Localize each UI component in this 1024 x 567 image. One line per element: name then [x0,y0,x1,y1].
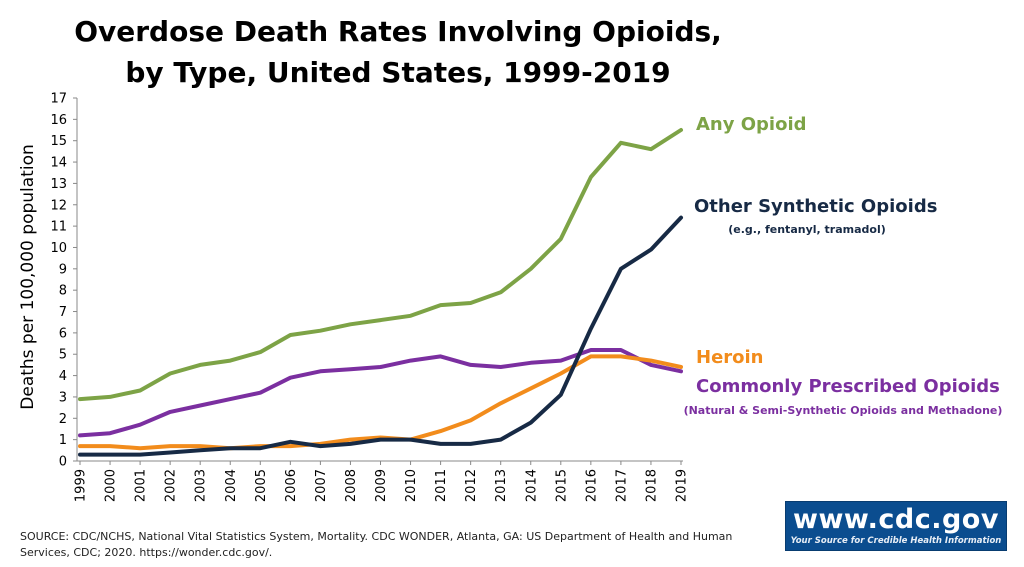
y-tick-label: 1 [59,433,67,448]
x-tick-label: 2003 [194,469,209,502]
x-tick-label: 2012 [464,469,479,502]
x-tick-label: 2011 [434,469,449,502]
y-tick-label: 13 [50,177,67,192]
series-label-commonly-prescribed-opioids: Commonly Prescribed Opioids [696,376,1000,397]
source-note: SOURCE: CDC/NCHS, National Vital Statist… [20,530,733,559]
y-tick-label: 0 [59,455,67,470]
cdc-logo-url: www.cdc.gov [793,504,999,535]
series-sublabel-commonly-prescribed-opioids: (Natural & Semi-Synthetic Opioids and Me… [684,404,1003,417]
cdc-logo[interactable]: www.cdc.gov Your Source for Credible Hea… [785,501,1007,551]
y-tick-label: 6 [59,326,67,341]
series-line-heroin [78,354,683,451]
x-tick-label: 2015 [554,469,569,502]
y-tick-label: 3 [59,390,67,405]
y-tick-label: 4 [59,369,67,384]
x-tick-label: 2004 [224,469,239,502]
series-line-commonly-prescribed-opioids [78,348,683,438]
x-tick-label: 2007 [314,469,329,502]
x-tick-label: 2014 [524,469,539,502]
y-tick-label: 8 [59,284,67,299]
y-tick-label: 11 [50,220,67,235]
x-tick-label: 2009 [374,469,389,502]
series-label-heroin: Heroin [696,347,764,368]
x-tick-label: 2019 [675,469,690,502]
chart-title-line-1: Overdose Death Rates Involving Opioids, [74,15,722,48]
x-tick-label: 2006 [284,469,299,502]
x-axis-ticks: 1999 2000 2001 2002 2003 2004 2005 2006 2007 2008… [74,461,690,502]
x-tick-label: 2010 [404,469,419,502]
x-tick-label: 2016 [584,469,599,502]
series-label-other-synthetic-opioids: Other Synthetic Opioids [694,196,937,217]
y-tick-label: 14 [50,156,67,171]
series-line-any-opioid [78,128,683,402]
y-tick-label: 16 [50,113,67,128]
chart-title-line-2: by Type, United States, 1999-2019 [125,56,670,89]
x-tick-label: 2013 [494,469,509,502]
x-tick-label: 2001 [134,469,149,502]
y-tick-label: 10 [50,241,67,256]
cdc-logo-tagline: Your Source for Credible Health Informat… [790,536,1002,546]
y-axis-label: Deaths per 100,000 population [18,144,38,409]
y-tick-label: 5 [59,348,67,363]
y-tick-label: 9 [59,262,67,277]
y-tick-label: 12 [50,198,67,213]
series-label-any-opioid: Any Opioid [696,114,807,135]
y-tick-label: 17 [50,92,67,107]
x-tick-label: 2000 [104,469,119,502]
series-lines [78,128,683,457]
x-tick-label: 2008 [344,469,359,502]
series-sublabel-other-synthetic-opioids: (e.g., fentanyl, tramadol) [728,223,886,236]
x-tick-label: 2002 [164,469,179,502]
x-tick-label: 1999 [74,469,89,502]
y-tick-label: 15 [50,134,67,149]
x-tick-label: 2017 [614,469,629,502]
y-tick-label: 7 [59,305,67,320]
series-line-other-synthetic-opioids [78,215,683,457]
x-tick-label: 2005 [254,469,269,502]
x-tick-label: 2018 [644,469,659,502]
y-tick-label: 2 [59,412,67,427]
